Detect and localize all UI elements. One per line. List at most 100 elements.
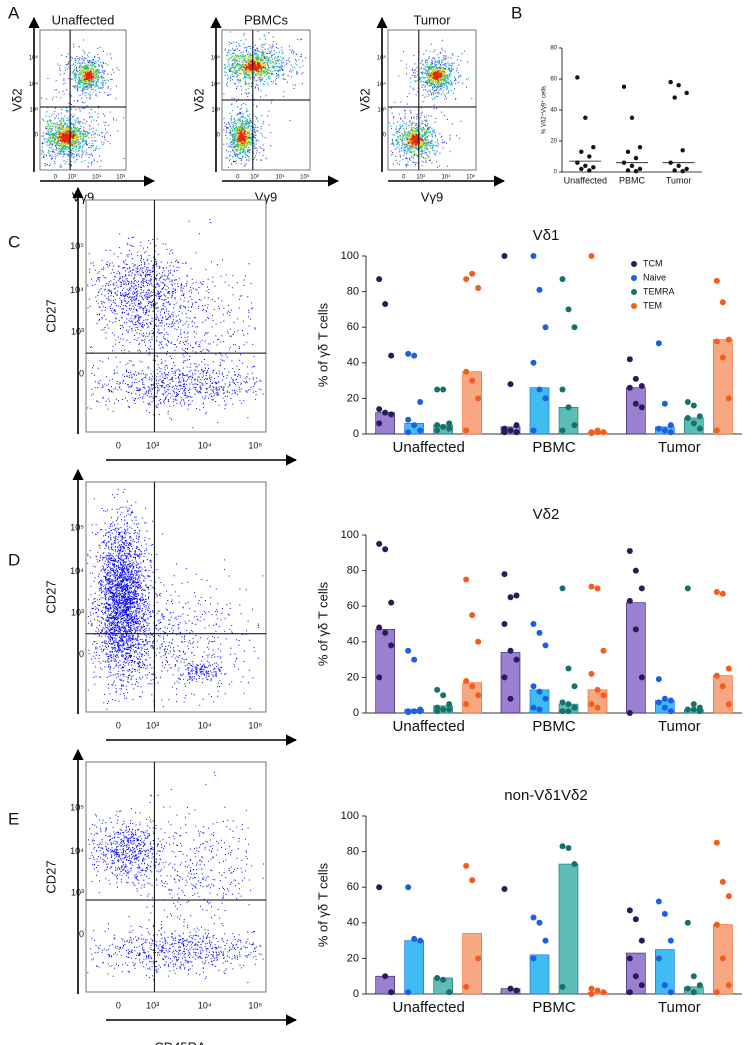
data-point xyxy=(600,692,607,699)
data-point xyxy=(382,973,389,980)
data-point xyxy=(637,166,643,172)
data-point xyxy=(559,427,566,434)
data-point xyxy=(684,706,691,713)
data-point xyxy=(637,145,643,150)
data-point xyxy=(565,306,572,313)
y-tick-label: 40 xyxy=(550,108,557,114)
data-point xyxy=(629,163,635,168)
data-point xyxy=(376,624,383,631)
data-point xyxy=(579,149,584,155)
bar xyxy=(462,933,482,995)
bar xyxy=(375,629,395,714)
data-point xyxy=(571,683,578,690)
y-tick-label: 80 xyxy=(347,846,359,858)
y-tick-label: 20 xyxy=(347,952,359,964)
y-tick-label: 20 xyxy=(347,392,359,404)
data-point xyxy=(542,324,549,331)
y-axis-label: Vδ2 xyxy=(191,88,206,111)
bar xyxy=(404,940,424,995)
data-point xyxy=(388,642,395,649)
data-point xyxy=(530,683,537,690)
data-point xyxy=(672,95,677,100)
event-dots xyxy=(242,57,266,73)
x-tick-label: Unaffected xyxy=(564,175,607,185)
legend-marker xyxy=(631,289,637,295)
y-tick-label: 60 xyxy=(347,881,359,893)
data-point xyxy=(376,406,383,413)
data-point xyxy=(672,168,677,173)
data-point xyxy=(676,163,681,168)
data-point xyxy=(559,843,566,850)
y-tick-label: 80 xyxy=(347,565,359,577)
data-point xyxy=(463,576,470,583)
data-point xyxy=(725,395,732,402)
chart-title: Vδ2 xyxy=(533,506,560,523)
plot-frame xyxy=(85,761,267,993)
data-point xyxy=(513,429,520,436)
data-point xyxy=(621,84,627,89)
data-point xyxy=(690,973,697,980)
x-tick-label: 10⁴ xyxy=(198,1000,212,1010)
event-dots xyxy=(57,130,76,146)
data-point xyxy=(713,427,720,434)
data-point xyxy=(446,706,453,713)
data-point xyxy=(655,425,662,432)
x-tick-label: Tumor xyxy=(658,718,701,735)
data-point xyxy=(626,955,633,962)
y-tick-label: 20 xyxy=(347,671,359,683)
y-tick-label: 100 xyxy=(341,529,359,541)
data-point xyxy=(713,921,720,928)
y-axis-label: Vδ2 xyxy=(9,88,24,111)
data-point xyxy=(440,976,447,983)
data-point xyxy=(696,982,703,989)
data-point xyxy=(382,301,389,308)
data-point xyxy=(434,386,441,393)
data-point xyxy=(559,983,566,990)
data-point xyxy=(661,910,668,917)
data-point xyxy=(463,276,470,283)
data-point xyxy=(513,422,520,429)
x-tick-label: 10³ xyxy=(146,1000,159,1010)
data-point xyxy=(388,989,395,996)
data-point xyxy=(575,160,580,165)
x-tick-label: Unaffected xyxy=(393,439,465,456)
event-dots xyxy=(87,485,177,710)
data-point xyxy=(719,590,726,597)
data-point xyxy=(676,83,681,88)
data-point xyxy=(559,708,566,715)
x-tick-label: 10⁵ xyxy=(466,174,476,181)
data-point xyxy=(475,395,482,402)
data-point xyxy=(690,701,697,708)
data-point xyxy=(405,416,412,423)
x-tick-label: 0 xyxy=(116,440,121,450)
data-point xyxy=(530,955,537,962)
data-point xyxy=(588,701,595,708)
data-point xyxy=(565,708,572,715)
data-point xyxy=(587,168,592,173)
data-point xyxy=(719,683,726,690)
data-point xyxy=(507,985,514,992)
data-point xyxy=(713,989,720,996)
data-point xyxy=(626,710,633,716)
x-tick-label: 10⁵ xyxy=(248,720,262,730)
data-point xyxy=(440,423,447,430)
data-point xyxy=(530,253,537,259)
data-point xyxy=(530,427,537,434)
y-axis-label: % of γδ T cells xyxy=(315,862,330,947)
plot-frame xyxy=(387,29,477,171)
data-point xyxy=(382,546,389,553)
y-tick-label: 10⁴ xyxy=(70,566,84,576)
y-tick-label: 100 xyxy=(341,250,359,262)
data-point xyxy=(684,414,691,421)
data-point xyxy=(434,708,441,715)
y-tick-label: 10⁴ xyxy=(70,846,84,856)
x-tick-label: 0 xyxy=(402,175,406,181)
data-point xyxy=(667,422,674,429)
data-point xyxy=(388,352,395,359)
data-point xyxy=(632,400,639,407)
data-point xyxy=(655,898,662,905)
data-point xyxy=(388,411,395,418)
data-point xyxy=(626,907,633,914)
panel-label: A xyxy=(8,3,20,22)
